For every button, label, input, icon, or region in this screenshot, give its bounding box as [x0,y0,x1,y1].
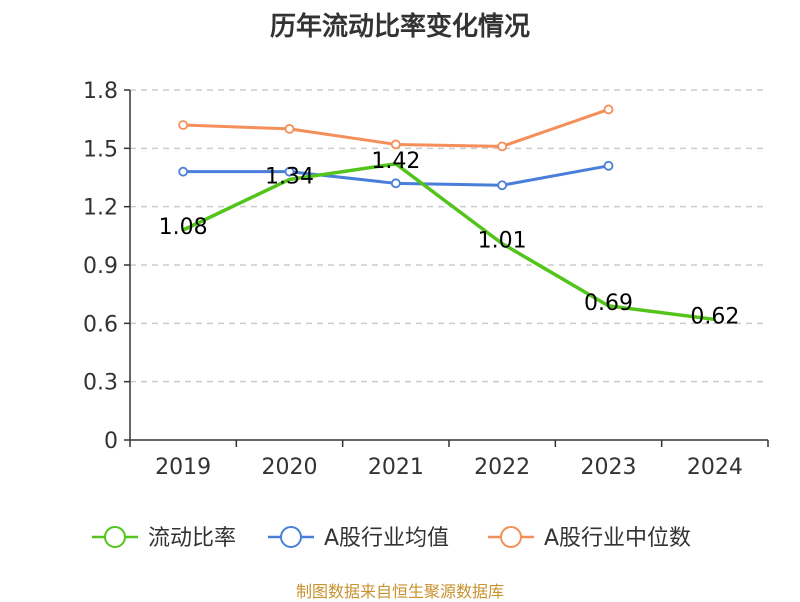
data-label: 1.01 [478,229,527,254]
legend-label: A股行业均值 [324,526,449,551]
data-label: 1.34 [265,164,314,189]
data-point [603,104,614,115]
legend-swatch-marker [500,526,522,548]
data-point [497,141,508,152]
data-point [390,139,401,150]
x-tick-label: 2023 [581,455,637,480]
y-tick-label: 1.5 [83,137,118,162]
x-tick-label: 2019 [155,455,211,480]
data-point [603,160,614,171]
data-label: 1.08 [159,215,208,240]
x-tick-label: 2024 [687,455,743,480]
series-line-1 [182,162,716,322]
data-point [284,123,295,134]
data-point [178,166,189,177]
y-tick-label: 1.2 [83,196,118,221]
y-tick-label: 0.6 [83,312,118,337]
legend-swatch-marker [104,526,126,548]
y-tick-label: 1.8 [83,79,118,104]
x-tick-label: 2022 [474,455,530,480]
data-point [178,120,189,130]
chart-title: 历年流动比率变化情况 [269,12,530,42]
legend-swatch-marker [280,526,302,548]
data-label: 1.42 [371,149,420,174]
y-tick-label: 0.9 [83,254,118,279]
data-label: 0.69 [584,291,633,316]
data-point [284,166,295,177]
x-tick-label: 2021 [368,455,424,480]
legend-label: A股行业中位数 [544,526,691,551]
y-tick-label: 0 [104,429,118,454]
data-label: 0.62 [690,304,739,329]
source-note: 制图数据来自恒生聚源数据库 [295,582,504,601]
x-tick-label: 2020 [262,455,318,480]
data-point [390,178,401,189]
y-tick-label: 0.3 [83,371,118,396]
legend-label: 流动比率 [148,526,236,551]
data-point [497,180,508,191]
